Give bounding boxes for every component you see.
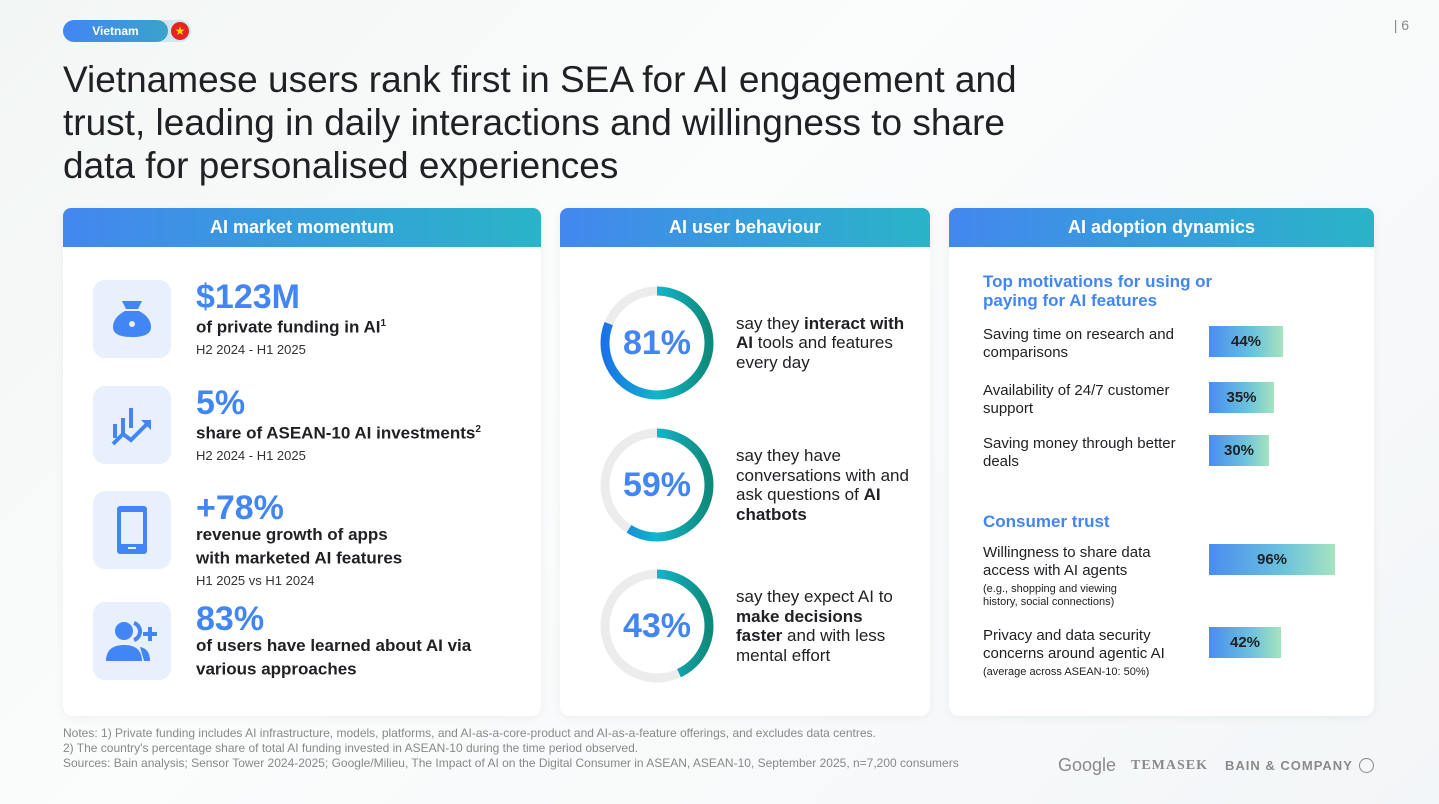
donut-chart: 81% [598,284,716,402]
stat-description: of users have learned about AI via vario… [196,636,472,679]
donut-value: 43% [622,606,692,645]
motivation-label: Availability of 24/7 customer support [983,382,1170,417]
trust-bar: 42% [1209,627,1281,658]
stat-item: 5% share of ASEAN-10 AI investments2 H2 … [93,386,496,464]
behaviour-description: say they interact with AI tools and feat… [736,313,905,372]
footnotes: Notes: 1) Private funding includes AI in… [63,726,959,771]
trust-row: Privacy and data security concerns aroun… [983,627,1353,679]
behaviour-description: say they have conversations with and ask… [736,446,909,524]
trust-label: Willingness to share data access with AI… [983,544,1151,579]
bain-logo: BAIN & COMPANY [1225,758,1374,773]
motivation-bar: 35% [1209,382,1274,413]
stat-item: +78% revenue growth of apps with markete… [93,491,426,588]
add-users-icon [93,602,171,680]
bain-clock-icon [1358,758,1374,773]
behaviour-description: say they expect AI to make decisions fas… [736,587,893,665]
consumer-trust-title: Consumer trust [983,512,1110,531]
motivation-label: Saving time on research and comparisons [983,326,1174,361]
note-1: Notes: 1) Private funding includes AI in… [63,726,876,740]
stat-period: H2 2024 - H1 2025 [196,447,306,463]
stat-item: $123M of private funding in AI1 H2 2024 … [93,280,496,358]
behaviour-item: 81% say they interact with AI tools and … [598,284,911,402]
stat-period: H2 2024 - H1 2025 [196,341,306,357]
money-bag-icon [93,280,171,358]
stat-description: of private funding in AI1 [196,317,387,337]
note-2: 2) The country's percentage share of tot… [63,741,639,755]
stat-period: H1 2025 vs H1 2024 [196,572,315,588]
donut-value: 81% [622,323,692,362]
page-number: | 6 [1393,17,1409,33]
country-label: Vietnam [63,20,168,42]
adoption-dynamics-card: AI adoption dynamics Top motivations for… [949,208,1374,716]
behaviour-item: 59% say they have conversations with and… [598,426,911,544]
card-header: AI user behaviour [560,208,930,247]
donut-fill [600,569,714,683]
stat-value: $123M [196,278,300,316]
user-behaviour-card: AI user behaviour 81% say they interact … [560,208,930,716]
growth-chart-icon [93,386,171,464]
trust-note: (average across ASEAN-10: 50%) [983,666,1150,678]
donut-chart: 59% [598,426,716,544]
market-momentum-card: AI market momentum $123M of private fund… [63,208,541,716]
smartphone-icon [93,491,171,569]
motivation-row: Saving money through better deals 30% [983,435,1353,471]
motivations-title: Top motivations for using or paying for … [983,272,1213,310]
stat-value: +78% [196,489,284,527]
behaviour-item: 43% say they expect AI to make decisions… [598,567,911,685]
card-header: AI adoption dynamics [949,208,1374,247]
donut-fill [600,286,714,400]
country-badge: Vietnam ★ [63,20,191,42]
sources: Sources: Bain analysis; Sensor Tower 202… [63,756,959,770]
stat-value: 5% [196,384,246,422]
donut-value: 59% [622,465,692,504]
motivation-label: Saving money through better deals [983,435,1176,470]
google-logo: Google [1058,755,1117,775]
donut-chart: 43% [598,567,716,685]
motivation-bar: 30% [1209,435,1269,466]
donut-fill [600,428,714,542]
trust-row: Willingness to share data access with AI… [983,544,1353,609]
card-header: AI market momentum [63,208,541,247]
trust-bar: 96% [1209,544,1335,575]
temasek-logo: TEMASEK [1131,758,1209,773]
motivation-bar: 44% [1209,326,1283,357]
stat-item: 83% of users have learned about AI via v… [93,602,496,680]
stat-description: revenue growth of apps with marketed AI … [196,525,403,568]
vietnam-flag-icon: ★ [171,22,189,40]
motivation-row: Saving time on research and comparisons … [983,326,1353,362]
page-title: Vietnamese users rank first in SEA for A… [63,59,1017,186]
trust-label: Privacy and data security concerns aroun… [983,627,1165,662]
motivation-row: Availability of 24/7 customer support 35… [983,382,1353,418]
stat-description: share of ASEAN-10 AI investments2 [196,423,481,443]
trust-note: (e.g., shopping and viewing history, soc… [983,583,1117,608]
stat-value: 83% [196,600,265,638]
